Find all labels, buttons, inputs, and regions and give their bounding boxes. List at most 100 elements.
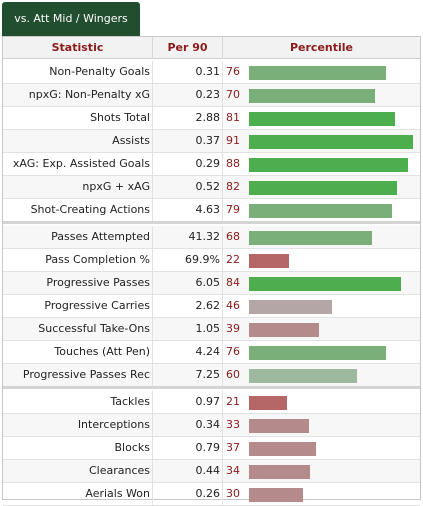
percentile-value: 68 (226, 230, 240, 243)
percentile-value: 46 (226, 299, 240, 312)
statistic-label: Interceptions (77, 418, 150, 431)
per90-value: 0.29 (152, 153, 222, 175)
percentile-bar (249, 396, 287, 410)
percentile-cell: 34 (222, 460, 420, 482)
percentile-value: 34 (226, 464, 240, 477)
table-row: Clearances 0.44 34 (3, 460, 420, 483)
statistic-label: npxG + xAG (82, 180, 150, 193)
percentile-cell: 46 (222, 295, 420, 317)
percentile-value: 84 (226, 276, 240, 289)
table-row: Progressive Carries 2.62 46 (3, 295, 420, 318)
table-header: Statistic Per 90 Percentile (3, 37, 420, 59)
percentile-value: 22 (226, 253, 240, 266)
per90-value: 0.31 (152, 61, 222, 83)
table-row: Non-Penalty Goals 0.31 76 (3, 61, 420, 84)
percentile-cell: 88 (222, 153, 420, 175)
table-row: Aerials Won 0.26 30 (3, 483, 420, 506)
percentile-value: 37 (226, 441, 240, 454)
percentile-cell: 30 (222, 483, 420, 505)
percentile-value: 91 (226, 134, 240, 147)
table-row: Shot-Creating Actions 4.63 79 (3, 199, 420, 222)
table-row: Pass Completion % 69.9% 22 (3, 249, 420, 272)
percentile-value: 70 (226, 88, 240, 101)
percentile-value: 21 (226, 395, 240, 408)
per90-value: 0.23 (152, 84, 222, 106)
per90-value: 1.05 (152, 318, 222, 340)
percentile-value: 76 (226, 65, 240, 78)
percentile-bar (249, 66, 386, 80)
percentile-bar (249, 112, 395, 126)
percentile-cell: 79 (222, 199, 420, 221)
percentile-bar (249, 254, 289, 268)
percentile-bar (249, 346, 386, 360)
percentile-cell: 82 (222, 176, 420, 198)
percentile-value: 79 (226, 203, 240, 216)
percentile-cell: 39 (222, 318, 420, 340)
table-row: Progressive Passes Rec 7.25 60 (3, 364, 420, 387)
per90-value: 0.79 (152, 437, 222, 459)
percentile-value: 82 (226, 180, 240, 193)
percentile-cell: 68 (222, 226, 420, 248)
table-row: Blocks 0.79 37 (3, 437, 420, 460)
percentile-value: 33 (226, 418, 240, 431)
percentile-value: 60 (226, 368, 240, 381)
percentile-value: 88 (226, 157, 240, 170)
per90-value: 0.37 (152, 130, 222, 152)
column-header-per90[interactable]: Per 90 (152, 37, 222, 58)
per90-value: 0.34 (152, 414, 222, 436)
table-row: npxG + xAG 0.52 82 (3, 176, 420, 199)
statistic-label: Progressive Carries (44, 299, 150, 312)
percentile-cell: 70 (222, 84, 420, 106)
percentile-bar (249, 277, 401, 291)
per90-value: 6.05 (152, 272, 222, 294)
percentile-cell: 21 (222, 391, 420, 413)
statistic-label: Progressive Passes (46, 276, 150, 289)
percentile-cell: 81 (222, 107, 420, 129)
table-row: Tackles 0.97 21 (3, 391, 420, 414)
percentile-cell: 37 (222, 437, 420, 459)
percentile-value: 76 (226, 345, 240, 358)
percentile-bar (249, 158, 408, 172)
percentile-bar (249, 231, 372, 245)
column-header-statistic[interactable]: Statistic (51, 41, 104, 54)
percentile-bar (249, 204, 392, 218)
table-row: Progressive Passes 6.05 84 (3, 272, 420, 295)
group-separator (3, 221, 420, 224)
per90-value: 0.52 (152, 176, 222, 198)
table-row: Shots Total 2.88 81 (3, 107, 420, 130)
table-row: Touches (Att Pen) 4.24 76 (3, 341, 420, 364)
percentile-bar (249, 323, 319, 337)
per90-value: 0.44 (152, 460, 222, 482)
statistic-label: Shot-Creating Actions (30, 203, 150, 216)
statistic-label: Successful Take-Ons (38, 322, 150, 335)
statistic-label: Shots Total (90, 111, 150, 124)
statistic-label: xAG: Exp. Assisted Goals (12, 157, 150, 170)
statistic-label: Clearances (88, 464, 150, 477)
percentile-cell: 76 (222, 341, 420, 363)
group-separator (3, 386, 420, 389)
percentile-bar (249, 181, 397, 195)
table-row: Assists 0.37 91 (3, 130, 420, 153)
statistic-label: Blocks (114, 441, 150, 454)
statistic-label: Passes Attempted (51, 230, 150, 243)
statistic-label: Assists (112, 134, 150, 147)
per90-value: 4.63 (152, 199, 222, 221)
statistic-label: npxG: Non-Penalty xG (28, 88, 150, 101)
tab-vs-att-mid-wingers[interactable]: vs. Att Mid / Wingers (2, 2, 140, 36)
statistic-label: Pass Completion % (45, 253, 150, 266)
statistic-label: Aerials Won (85, 487, 150, 500)
percentile-cell: 91 (222, 130, 420, 152)
percentile-value: 81 (226, 111, 240, 124)
percentile-cell: 33 (222, 414, 420, 436)
per90-value: 41.32 (152, 226, 222, 248)
percentile-cell: 60 (222, 364, 420, 386)
percentile-cell: 22 (222, 249, 420, 271)
per90-value: 0.97 (152, 391, 222, 413)
per90-value: 4.24 (152, 341, 222, 363)
per90-value: 69.9% (152, 249, 222, 271)
statistic-label: Tackles (110, 395, 150, 408)
column-header-percentile[interactable]: Percentile (222, 37, 420, 58)
percentile-value: 39 (226, 322, 240, 335)
percentile-bar (249, 442, 316, 456)
per90-value: 0.26 (152, 483, 222, 505)
